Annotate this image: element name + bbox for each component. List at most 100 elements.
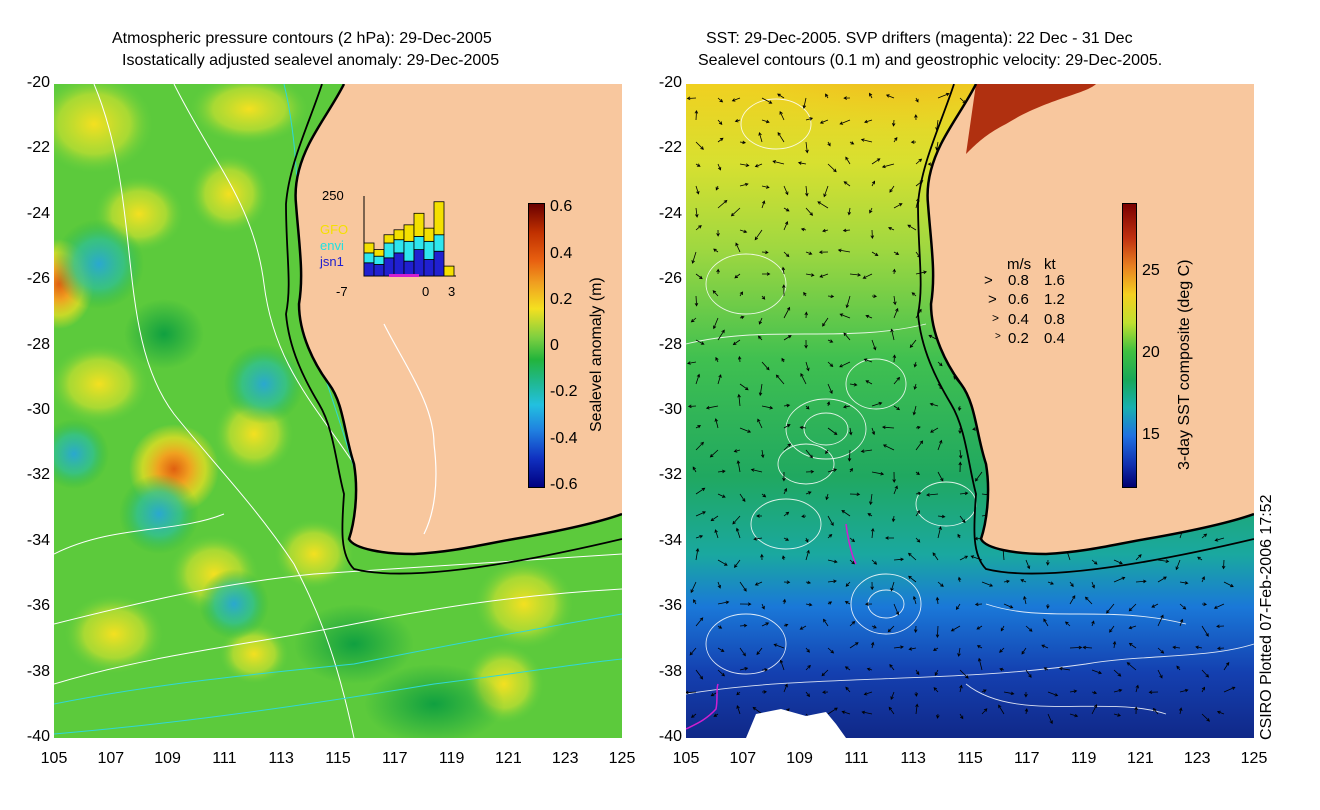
velocity-arrow [861,710,873,715]
velocity-arrow [981,689,987,693]
velocity-arrow [871,294,878,298]
speed-legend-ms-2: 0.4 [1008,311,1029,328]
velocity-arrow [999,647,1005,653]
velocity-arrow [761,185,770,189]
velocity-arrow [800,373,807,385]
inset-bar-gfo [393,229,405,241]
velocity-arrow [1201,713,1211,722]
velocity-arrow [909,339,917,348]
inset-observation-counts: 250 -7 0 3 GFO envi jsn1 [312,188,462,299]
left-lon-tick-label: 121 [495,750,522,767]
velocity-arrow [1113,559,1123,565]
velocity-arrow [735,242,741,253]
velocity-arrow [805,273,815,277]
sla-colorbar-tick-2: 0.2 [550,291,573,308]
right-north-warm-land-edge [966,84,1096,154]
velocity-arrow [1020,579,1027,583]
inset-legend-gfo: GFO [320,222,349,237]
velocity-arrow [891,515,896,523]
left-lat-tick-label: -22 [26,139,50,157]
velocity-arrow [932,552,939,561]
velocity-arrow [1069,581,1074,588]
velocity-arrow [695,425,702,429]
left-lon-tick-label: 107 [97,750,125,767]
velocity-arrow [717,97,724,103]
velocity-arrow [739,315,745,320]
velocity-arrow [915,703,919,715]
velocity-arrow [1135,684,1139,693]
velocity-arrow [1223,686,1236,693]
velocity-arrow [1091,690,1098,695]
velocity-arrow [1223,581,1234,588]
velocity-arrow [915,491,922,496]
inset-bar-envi [423,240,435,260]
velocity-arrow [717,669,726,677]
velocity-arrow [736,691,741,696]
velocity-arrow [761,97,773,104]
velocity-arrow [1178,707,1183,715]
velocity-arrow [1179,618,1184,627]
velocity-arrow [1176,665,1181,671]
velocity-arrow [915,97,919,103]
right-lat-tick-label: -24 [658,204,682,222]
velocity-arrow [805,207,814,216]
inset-bar-gfo [383,234,395,244]
velocity-arrow [761,493,767,498]
velocity-arrow [1091,559,1098,565]
velocity-arrow [737,355,742,363]
velocity-arrow [799,425,807,430]
velocity-arrow [892,268,896,275]
velocity-arrow [1091,581,1095,589]
right-lat-tick-label: -40 [658,728,682,745]
velocity-arrow [760,449,765,459]
velocity-arrow [981,708,988,715]
velocity-arrow [870,229,875,240]
velocity-arrow [1082,645,1093,650]
velocity-arrow [870,527,875,539]
velocity-arrow [1113,669,1122,677]
velocity-arrow [893,405,901,411]
velocity-arrow [827,383,833,394]
velocity-arrow [827,647,835,654]
velocity-arrow [1003,691,1015,696]
velocity-arrow [695,339,705,345]
velocity-arrow [805,537,809,543]
velocity-arrow [959,684,963,693]
velocity-arrow [686,96,697,101]
velocity-arrow [823,618,829,627]
velocity-arrow [804,311,808,319]
velocity-arrow [913,625,918,634]
velocity-arrow [849,382,858,387]
velocity-arrow [827,534,833,539]
left-lon-tick-label: 105 [40,750,68,767]
velocity-arrow [889,185,895,193]
velocity-arrow [1023,595,1027,605]
velocity-arrow [893,485,898,495]
velocity-arrow [914,691,918,697]
velocity-arrow [1112,640,1117,649]
velocity-arrow [1135,554,1142,561]
velocity-arrow [801,514,807,518]
velocity-arrow [737,393,741,407]
velocity-arrow [805,449,813,459]
velocity-arrow [732,515,741,525]
right-land-mass [927,84,1254,554]
velocity-arrow [772,160,785,165]
speed-legend-arrow-3: > [995,331,1001,342]
velocity-arrow [934,669,939,676]
velocity-arrow [1025,559,1031,570]
velocity-arrow [935,625,940,639]
inset-chart-svg [363,196,456,277]
velocity-arrow [783,424,791,429]
left-lat-tick-label: -30 [26,401,50,418]
velocity-arrow [695,225,702,231]
velocity-arrow [689,647,697,656]
velocity-arrow [913,383,917,390]
velocity-arrow [827,361,834,367]
velocity-arrow [959,713,964,720]
velocity-arrow [837,248,851,253]
velocity-arrow [871,180,875,187]
velocity-arrow [739,647,746,657]
inset-bar-envi [393,239,405,254]
velocity-arrow [805,691,811,698]
